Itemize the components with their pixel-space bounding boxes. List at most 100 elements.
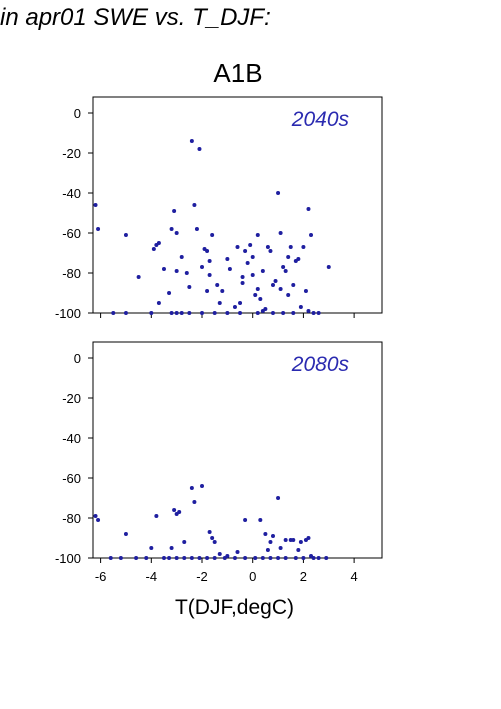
data-point <box>278 546 283 550</box>
data-point <box>286 293 291 297</box>
data-point <box>306 309 311 313</box>
data-point <box>311 311 316 315</box>
data-point <box>177 510 182 514</box>
data-point <box>258 518 263 522</box>
data-point <box>316 311 321 315</box>
data-point <box>240 281 245 285</box>
y-tick-label: -40 <box>62 186 81 201</box>
data-point <box>156 301 161 305</box>
data-point <box>243 518 248 522</box>
plot-frame-2080s <box>92 341 383 559</box>
data-point <box>268 540 273 544</box>
data-point <box>278 231 283 235</box>
data-point <box>172 209 177 213</box>
data-point <box>309 233 314 237</box>
data-point <box>311 556 316 560</box>
data-point <box>154 514 159 518</box>
data-point <box>215 283 220 287</box>
data-point <box>149 311 154 315</box>
data-point <box>212 311 217 315</box>
data-point <box>298 305 303 309</box>
data-point <box>200 484 205 488</box>
data-point <box>225 257 230 261</box>
y-tick-label: -60 <box>62 226 81 241</box>
y-tick-label: -100 <box>55 551 81 566</box>
data-point <box>189 556 194 560</box>
data-point <box>123 233 128 237</box>
data-point <box>270 283 275 287</box>
data-point <box>187 285 192 289</box>
data-point <box>96 227 101 231</box>
data-point <box>136 275 141 279</box>
data-point <box>210 536 215 540</box>
data-point <box>306 536 311 540</box>
y-tick-label: -80 <box>62 511 81 526</box>
data-point <box>187 311 192 315</box>
data-point <box>276 556 281 560</box>
data-point <box>189 486 194 490</box>
data-point <box>283 269 288 273</box>
data-point <box>283 538 288 542</box>
data-point <box>326 265 331 269</box>
data-point <box>197 556 202 560</box>
data-point <box>255 233 260 237</box>
data-point <box>205 289 210 293</box>
data-point <box>182 540 187 544</box>
data-point <box>240 275 245 279</box>
data-point <box>268 249 273 253</box>
x-tick-label: -4 <box>146 569 158 584</box>
data-point <box>281 265 286 269</box>
data-point <box>220 289 225 293</box>
data-point <box>225 311 230 315</box>
y-tick-label: 0 <box>74 351 81 366</box>
data-point <box>232 556 237 560</box>
y-tick-label: -100 <box>55 306 81 321</box>
data-point <box>179 255 184 259</box>
data-point <box>169 546 174 550</box>
data-point <box>260 556 265 560</box>
data-point <box>296 548 301 552</box>
data-point <box>93 203 98 207</box>
data-point <box>278 287 283 291</box>
x-axis-label: T(DJF,degC) <box>175 596 294 619</box>
data-point <box>144 556 149 560</box>
data-point <box>210 233 215 237</box>
y-tick-label: -80 <box>62 266 81 281</box>
data-point <box>248 243 253 247</box>
data-point <box>205 249 210 253</box>
data-point <box>197 147 202 151</box>
data-point <box>243 249 248 253</box>
data-point <box>268 556 273 560</box>
data-point <box>134 556 139 560</box>
data-point <box>270 534 275 538</box>
data-point <box>298 540 303 544</box>
plot-frame-2040s <box>92 96 383 314</box>
data-point <box>281 311 286 315</box>
data-point <box>253 556 258 560</box>
data-point <box>169 311 174 315</box>
data-point <box>207 259 212 263</box>
data-point <box>265 548 270 552</box>
y-tick-label: -40 <box>62 431 81 446</box>
data-point <box>207 273 212 277</box>
data-point <box>293 556 298 560</box>
panel-label-2080s: 2080s <box>291 353 350 376</box>
data-point <box>200 311 205 315</box>
y-tick-label: 0 <box>74 106 81 121</box>
data-point <box>123 311 128 315</box>
y-tick-label: -20 <box>62 391 81 406</box>
data-point <box>174 269 179 273</box>
data-point <box>243 556 248 560</box>
data-point <box>255 287 260 291</box>
data-point <box>194 227 199 231</box>
data-point <box>235 245 240 249</box>
data-point <box>296 257 301 261</box>
data-point <box>260 269 265 273</box>
data-point <box>276 496 281 500</box>
data-point <box>301 556 306 560</box>
data-point <box>156 241 161 245</box>
data-point <box>123 532 128 536</box>
data-point <box>184 271 189 275</box>
data-point <box>270 311 275 315</box>
data-point <box>189 139 194 143</box>
